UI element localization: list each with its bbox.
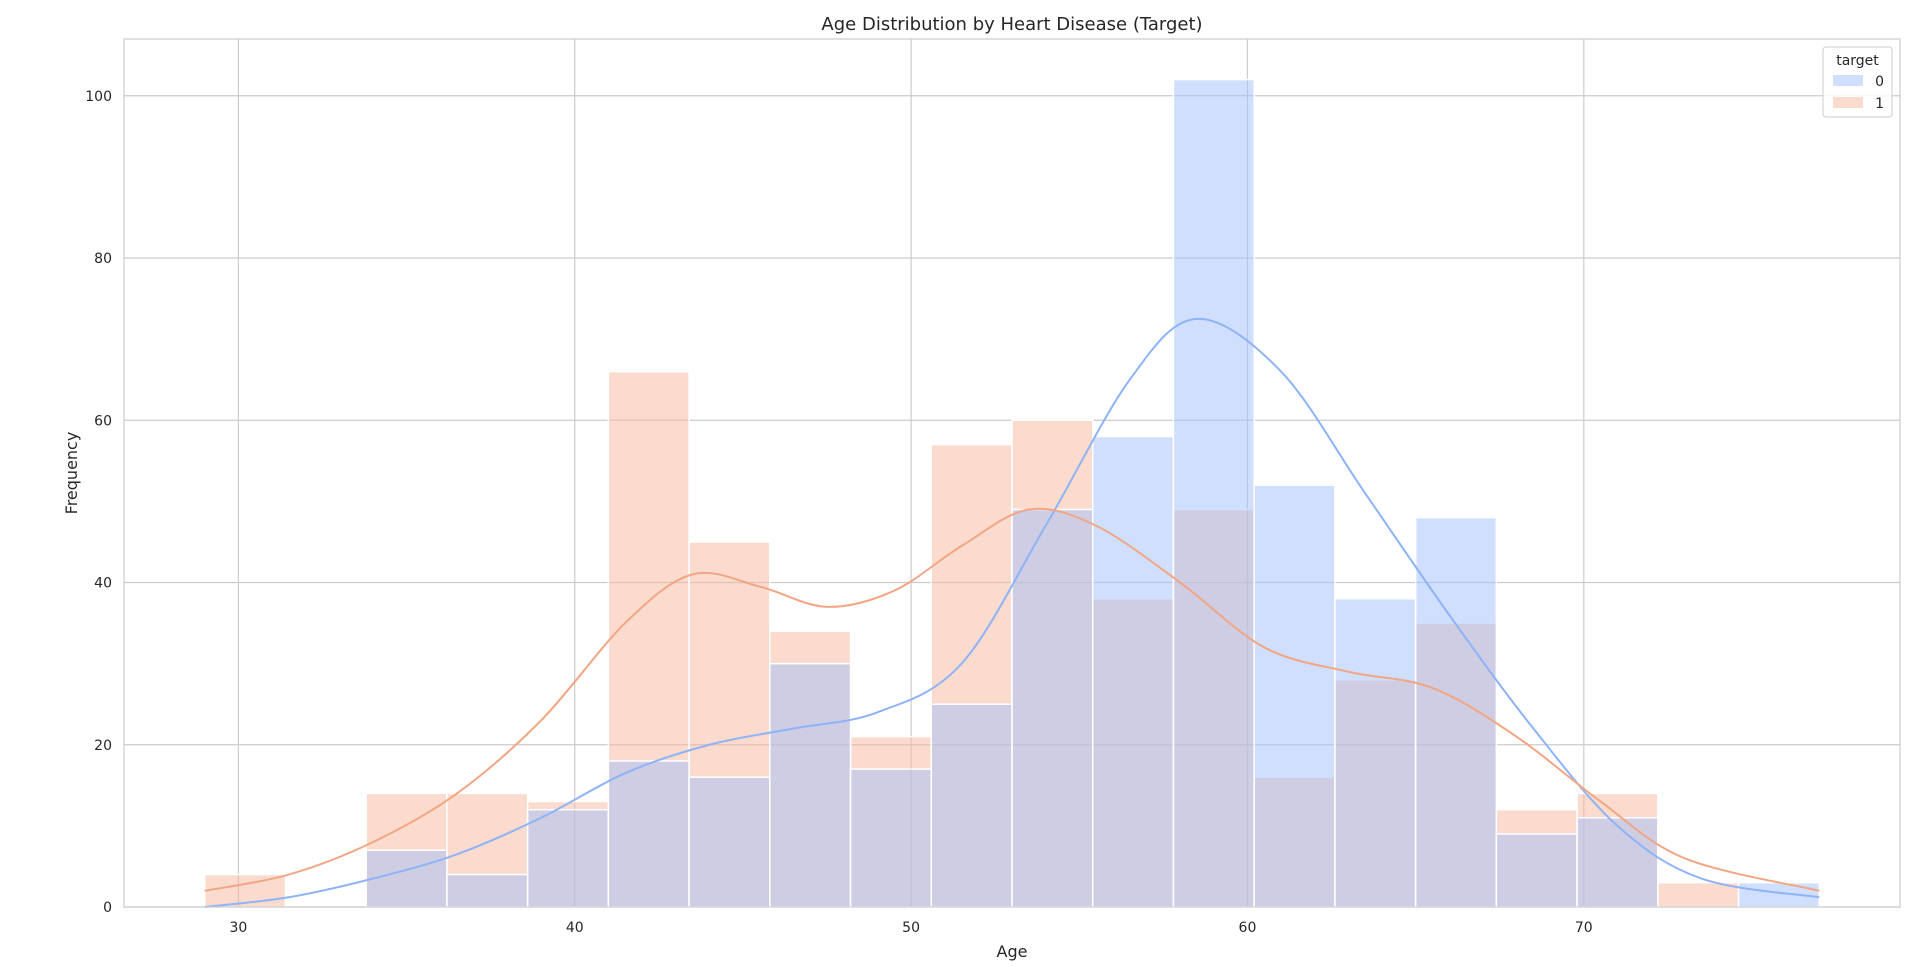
histogram-bar-target-0: [1172, 78, 1255, 908]
histogram-bar-target-0: [849, 768, 933, 908]
legend-swatch-target-1: [1833, 97, 1863, 108]
histogram-bar-target-0: [1334, 597, 1417, 908]
x-tick-label: 50: [902, 920, 920, 936]
histogram-bar-target-0: [769, 662, 852, 908]
x-tick-label: 30: [229, 920, 247, 936]
histogram-bar-target-0: [1011, 508, 1094, 908]
histogram-bar-target-0: [1576, 817, 1659, 908]
histogram-bar-target-0: [1091, 435, 1175, 908]
histogram-bar-target-0: [446, 873, 529, 908]
y-tick-label: 40: [94, 576, 112, 592]
histogram-bars: [203, 78, 1821, 908]
y-tick-label: 20: [94, 738, 112, 754]
y-axis-label: Frequency: [62, 432, 81, 515]
legend: target 0 1: [1822, 46, 1893, 118]
axis-ticks: 30 40 50 60 70 0 20 40 60 80 100: [85, 89, 1592, 936]
histogram-bar-target-0: [1253, 484, 1336, 908]
x-tick-label: 40: [566, 920, 584, 936]
histogram-bar-target-0: [1414, 516, 1498, 908]
histogram-bar-target-0: [526, 808, 610, 908]
legend-label-target-0: 0: [1875, 74, 1884, 90]
kde-line-target-1: [204, 507, 1820, 892]
legend-label-target-1: 1: [1875, 96, 1884, 112]
y-tick-label: 100: [85, 89, 112, 105]
histogram-bar-target-0: [607, 760, 690, 908]
x-axis-label: Age: [997, 942, 1028, 961]
y-tick-label: 60: [94, 413, 112, 429]
kde-curves: [204, 317, 1820, 908]
chart-title: Age Distribution by Heart Disease (Targe…: [821, 14, 1202, 35]
plot-frame: [123, 38, 1901, 908]
y-tick-label: 80: [94, 251, 112, 267]
y-tick-label: 0: [103, 900, 112, 916]
x-tick-label: 70: [1575, 920, 1593, 936]
histogram-bar-target-1: [1657, 881, 1740, 908]
legend-swatch-target-0: [1833, 75, 1863, 86]
kde-line-target-0: [204, 317, 1820, 908]
histogram-bar-target-0: [688, 776, 771, 908]
legend-title: target: [1836, 53, 1879, 69]
histogram-bar-target-0: [930, 703, 1013, 908]
histogram-bar-target-0: [1495, 833, 1578, 908]
x-tick-label: 60: [1239, 920, 1257, 936]
histogram-bar-target-0: [365, 849, 448, 908]
histogram-bar-target-1: [203, 873, 287, 908]
